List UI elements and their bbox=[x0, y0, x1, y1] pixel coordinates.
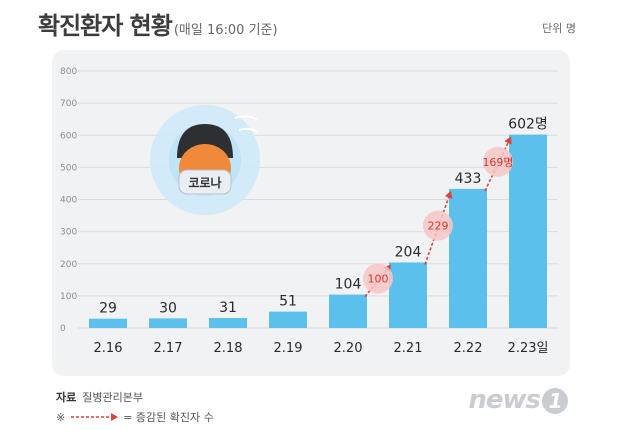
increase-badge bbox=[483, 146, 513, 177]
wind-line bbox=[238, 127, 258, 133]
footer: 자료 질병관리본부 ※ = 증감된 확진자 수 news 1 bbox=[40, 381, 600, 431]
dashed-arrow-icon bbox=[71, 413, 119, 421]
bar-value-label: 31 bbox=[219, 300, 237, 316]
x-tick-label: 2.21 bbox=[394, 341, 423, 356]
increase-badge bbox=[423, 210, 453, 241]
y-tick-label: 700 bbox=[60, 99, 77, 109]
x-tick-label: 2.17 bbox=[154, 341, 183, 356]
legend-symbol: ※ bbox=[56, 410, 66, 424]
source-line: 자료 질병관리본부 bbox=[56, 389, 143, 405]
bar-value-label: 602명 bbox=[508, 117, 548, 133]
chart-title: 확진환자 현황 (매일 16:00 기준) bbox=[38, 6, 278, 41]
increase-label: 229 bbox=[428, 220, 449, 233]
x-tick-label: 2.23일 bbox=[508, 341, 549, 356]
increase-label: 169명 bbox=[482, 156, 513, 169]
arrow-head bbox=[444, 190, 453, 199]
bar-value-label: 30 bbox=[159, 300, 177, 316]
y-tick-label: 0 bbox=[60, 324, 66, 334]
increase-label: 100 bbox=[368, 273, 389, 286]
bar-value-label: 204 bbox=[395, 244, 422, 260]
bar-value-label: 104 bbox=[335, 277, 362, 293]
bar bbox=[89, 318, 127, 328]
arrow-head bbox=[504, 136, 512, 145]
source-label: 자료 bbox=[56, 391, 77, 404]
legend-text: = 증감된 확진자 수 bbox=[123, 411, 214, 424]
y-tick-label: 200 bbox=[60, 260, 77, 270]
y-tick-label: 800 bbox=[60, 67, 77, 77]
bar bbox=[269, 311, 307, 328]
bar bbox=[149, 318, 187, 328]
wind-line bbox=[234, 115, 258, 121]
y-tick-label: 100 bbox=[60, 292, 77, 302]
bar bbox=[209, 318, 247, 328]
bar-value-label: 29 bbox=[99, 301, 117, 317]
increase-badge bbox=[363, 263, 393, 294]
y-tick-label: 300 bbox=[60, 228, 77, 238]
bar-value-label: 51 bbox=[279, 294, 297, 310]
arrow-legend: ※ = 증감된 확진자 수 bbox=[56, 409, 214, 425]
bar bbox=[329, 294, 367, 328]
x-tick-label: 2.16 bbox=[94, 341, 123, 356]
title-main: 확진환자 현황 bbox=[38, 12, 173, 40]
bar bbox=[449, 188, 487, 328]
y-tick-label: 500 bbox=[60, 163, 77, 173]
x-tick-label: 2.22 bbox=[454, 341, 483, 356]
y-tick-label: 400 bbox=[60, 196, 77, 206]
x-tick-label: 2.20 bbox=[334, 341, 363, 356]
logo-num: 1 bbox=[542, 387, 568, 414]
mask-shape bbox=[178, 169, 232, 195]
bar-value-label: 433 bbox=[455, 171, 482, 187]
x-tick-label: 2.19 bbox=[274, 341, 303, 356]
unit-label: 단위 명 bbox=[542, 22, 576, 35]
title-subtitle: (매일 16:00 기준) bbox=[173, 23, 278, 38]
bar bbox=[509, 134, 547, 328]
x-tick-label: 2.18 bbox=[214, 341, 243, 356]
bar bbox=[389, 262, 427, 328]
illustration-label: 코로나 bbox=[188, 175, 221, 190]
news1-logo: news 1 bbox=[468, 385, 568, 415]
logo-text: news bbox=[468, 385, 541, 415]
y-tick-label: 600 bbox=[60, 131, 77, 141]
source-text: 질병관리본부 bbox=[82, 391, 143, 404]
bar-chart: 0 100 200 300 400 500 600 700 800 코로나 29 2.16 30 2.17… bbox=[60, 67, 558, 356]
